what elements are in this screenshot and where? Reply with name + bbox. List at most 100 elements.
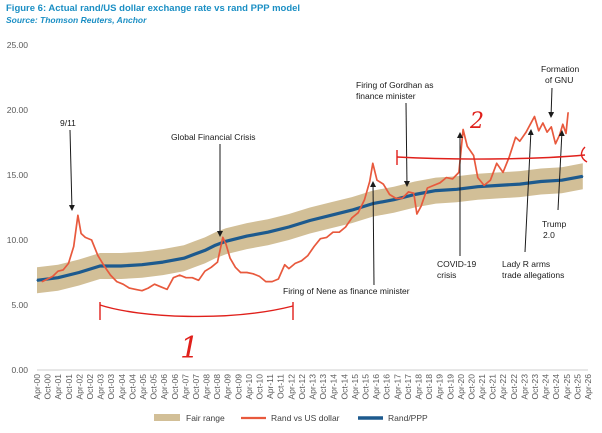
arrow-nene — [370, 181, 377, 286]
annotation-gnu-1: Formation — [541, 64, 580, 74]
rand-ppp-point — [330, 214, 332, 216]
rand-ppp-point — [498, 184, 500, 186]
rand-usd-point — [525, 131, 527, 133]
annotation-trump-2: 2.0 — [543, 230, 555, 240]
x-tick-label: Apr-08 — [202, 374, 212, 400]
rand-ppp-point — [36, 279, 38, 281]
rand-usd-point — [416, 213, 418, 215]
annotation-arrows — [68, 87, 565, 286]
rand-usd-point — [246, 271, 248, 274]
y-tick-label: 0.00 — [11, 365, 28, 375]
figure-title: Figure 6: Actual rand/US dollar exchange… — [6, 3, 301, 14]
x-tick-label: Apr-03 — [96, 374, 106, 400]
x-tick-label: Oct-04 — [127, 374, 137, 400]
rand-usd-point — [372, 162, 374, 164]
x-tick-label: Oct-20 — [466, 374, 476, 400]
rand-usd-point — [496, 162, 498, 164]
annotation-gnu-2: of GNU — [545, 75, 573, 85]
y-tick-label: 15.00 — [7, 170, 29, 180]
rand-usd-point — [554, 143, 557, 145]
rand-usd-point — [307, 255, 309, 257]
x-tick-label: Oct-22 — [509, 374, 519, 400]
rand-usd-point — [172, 277, 174, 279]
rand-usd-point — [533, 115, 536, 118]
rand-ppp-point — [120, 265, 122, 267]
rand-ppp-point — [351, 209, 353, 211]
x-tick-label: Oct-21 — [488, 374, 498, 400]
x-tick-label: Apr-13 — [308, 374, 318, 400]
fair-range-band — [37, 163, 583, 294]
rand-usd-point — [420, 205, 422, 207]
x-tick-label: Oct-05 — [149, 374, 159, 400]
rand-ppp-point — [99, 265, 101, 267]
rand-usd-point — [73, 245, 75, 248]
x-tick-label: Apr-06 — [159, 374, 169, 400]
x-tick-label: Oct-11 — [276, 374, 286, 399]
x-tick-label: Apr-17 — [392, 374, 402, 400]
x-tick-label: Apr-18 — [413, 374, 423, 400]
rand-usd-point — [565, 132, 567, 134]
arrow-gnu — [548, 87, 555, 118]
rand-usd-point — [229, 257, 231, 259]
rand-usd-point — [538, 130, 540, 132]
x-tick-label: Apr-07 — [180, 374, 190, 400]
x-axis-labels: Apr-00 Oct-00 Apr-01 Oct-01 Apr-02 Oct-02 Apr-… — [32, 374, 593, 400]
x-tick-label: Oct-03 — [106, 374, 116, 400]
rand-usd-point — [338, 231, 340, 233]
x-tick-label: Apr-16 — [371, 374, 381, 400]
rand-ppp-point — [309, 219, 311, 222]
arrow-lady-r — [524, 129, 534, 253]
handwritten-mark-2: 2 — [469, 109, 484, 134]
rand-usd-point — [502, 171, 504, 173]
legend: Fair range Rand vs US dollar Rand/PPP — [154, 413, 428, 423]
x-tick-label: Apr-01 — [53, 374, 63, 400]
rand-usd-point — [62, 269, 64, 271]
rand-usd-point — [462, 128, 464, 131]
rand-usd-point — [567, 112, 569, 114]
bracket-2 — [396, 154, 586, 160]
x-tick-label: Oct-01 — [64, 374, 74, 400]
x-tick-label: Oct-23 — [530, 374, 540, 400]
rand-usd-point — [97, 255, 99, 257]
rand-ppp-point — [246, 235, 248, 237]
y-tick-label: 5.00 — [11, 300, 28, 310]
rand-ppp-point — [456, 188, 458, 190]
x-tick-label: Oct-17 — [403, 374, 413, 400]
figure-source: Source: Thomson Reuters, Anchor — [6, 15, 147, 25]
rand-usd-point — [515, 136, 517, 138]
rand-usd-point — [252, 273, 254, 275]
rand-usd-point — [67, 262, 70, 264]
rand-usd-point — [258, 275, 261, 277]
rand-usd-point — [401, 197, 403, 199]
y-axis-labels: 0.00 5.00 10.00 15.00 20.00 25.00 — [7, 40, 29, 375]
rand-usd-point — [294, 262, 296, 264]
rand-usd-point — [473, 154, 475, 157]
legend-label-rand-ppp: Rand/PPP — [388, 413, 428, 423]
rand-usd-point — [351, 217, 353, 219]
rand-usd-point — [313, 245, 315, 248]
rand-usd-point — [103, 265, 105, 267]
x-tick-label: Apr-14 — [329, 374, 339, 400]
rand-usd-point — [477, 177, 479, 179]
x-tick-label: Oct-13 — [318, 374, 328, 400]
rand-usd-point — [109, 274, 112, 276]
rand-usd-point — [284, 264, 286, 266]
rand-ppp-point — [393, 199, 395, 201]
x-tick-label: Oct-08 — [212, 374, 222, 400]
rand-ppp-point — [225, 240, 227, 242]
x-tick-label: Apr-26 — [583, 374, 593, 400]
rand-usd-point — [288, 268, 290, 270]
rand-usd-point — [452, 178, 454, 180]
x-tick-label: Oct-15 — [360, 374, 370, 400]
rand-usd-point — [57, 270, 59, 272]
annotation-lady-r-2: trade allegations — [502, 270, 564, 280]
x-tick-label: Oct-12 — [297, 374, 307, 400]
rand-usd-point — [234, 266, 236, 268]
rand-ppp-point — [540, 180, 542, 183]
rand-usd-point — [300, 260, 303, 262]
rand-usd-point — [147, 287, 149, 289]
rand-ppp-point — [582, 175, 584, 177]
rand-ppp-point — [519, 183, 521, 185]
rand-usd-point — [559, 134, 561, 136]
